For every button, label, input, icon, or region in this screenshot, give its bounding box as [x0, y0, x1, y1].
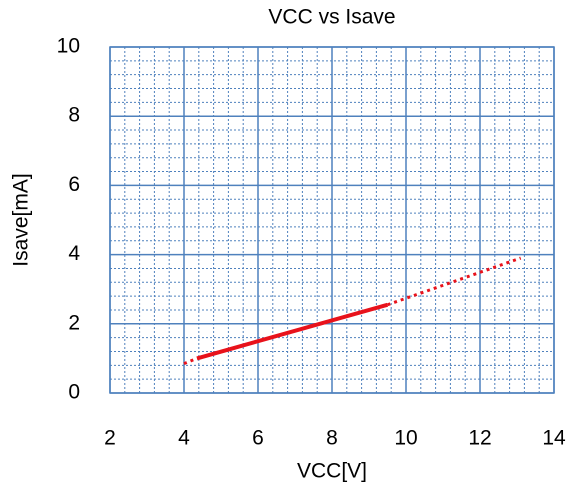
- y-axis-label: Isave[mA]: [10, 173, 33, 266]
- x-tick-label: 2: [104, 427, 116, 450]
- y-tick-label: 10: [57, 35, 80, 58]
- x-tick-label: 4: [178, 427, 190, 450]
- x-tick-label: 14: [542, 427, 566, 450]
- y-tick-label: 0: [68, 381, 80, 404]
- y-tick-label: 4: [68, 242, 80, 265]
- plot-border: [109, 46, 555, 394]
- data-line: [183, 357, 198, 365]
- data-line: [387, 256, 522, 307]
- x-tick-label: 10: [394, 427, 417, 450]
- y-tick-label: 8: [68, 104, 80, 127]
- data-line: [196, 302, 389, 361]
- chart-title: VCC vs Isave: [268, 6, 395, 29]
- x-tick-label: 6: [252, 427, 264, 450]
- y-tick-label: 2: [68, 311, 80, 334]
- x-tick-label: 8: [326, 427, 338, 450]
- x-axis-label: VCC[V]: [297, 460, 367, 483]
- x-tick-label: 12: [468, 427, 491, 450]
- y-tick-label: 6: [68, 173, 80, 196]
